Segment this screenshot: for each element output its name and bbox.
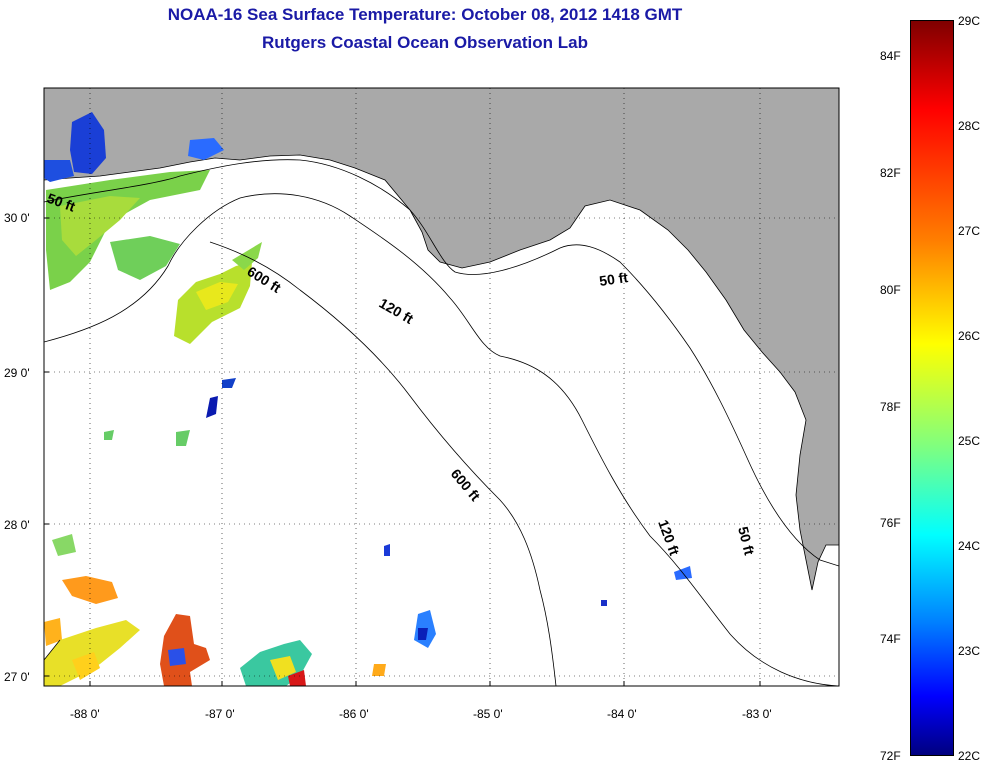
contour-label-50ft-south: 50 ft xyxy=(735,525,758,557)
contour-label-50ft-north: 50 ft xyxy=(598,269,629,289)
colorbar-f-label: 74F xyxy=(880,632,901,646)
lat-tick: 27 0' xyxy=(4,670,30,684)
lat-tick: 28 0' xyxy=(4,518,30,532)
lon-tick: -83 0' xyxy=(742,707,772,721)
title-line-1: NOAA-16 Sea Surface Temperature: October… xyxy=(167,5,683,24)
colorbar-f-label: 84F xyxy=(880,49,901,63)
colorbar-c-label: 29C xyxy=(958,14,981,28)
lat-tick: 30 0' xyxy=(4,211,30,225)
colorbar xyxy=(910,20,954,756)
colorbar-f-label: 78F xyxy=(880,400,901,414)
colorbar-c-label: 25C xyxy=(958,434,981,448)
lat-tick: 29 0' xyxy=(4,366,30,380)
lon-tick: -88 0' xyxy=(70,707,100,721)
lon-tick: -87 0' xyxy=(205,707,235,721)
colorbar-c-label: 23C xyxy=(958,644,981,658)
lon-tick: -85 0' xyxy=(473,707,503,721)
tick-marks xyxy=(44,217,761,686)
colorbar-c-label: 28C xyxy=(958,119,981,133)
sst-data-patches xyxy=(44,112,692,686)
lon-tick: -84 0' xyxy=(607,707,637,721)
lon-tick: -86 0' xyxy=(339,707,369,721)
colorbar-c-label: 26C xyxy=(958,329,981,343)
colorbar-f-label: 80F xyxy=(880,283,901,297)
colorbar-c-label: 22C xyxy=(958,749,981,763)
colorbar-c-label: 24C xyxy=(958,539,981,553)
colorbar-f-label: 76F xyxy=(880,516,901,530)
colorbar-f-label: 82F xyxy=(880,166,901,180)
colorbar-f-label: 72F xyxy=(880,749,901,763)
colorbar-c-label: 27C xyxy=(958,224,981,238)
isobath-contours xyxy=(44,159,839,686)
land-mass xyxy=(44,88,839,591)
title-line-2: Rutgers Coastal Ocean Observation Lab xyxy=(262,33,588,52)
